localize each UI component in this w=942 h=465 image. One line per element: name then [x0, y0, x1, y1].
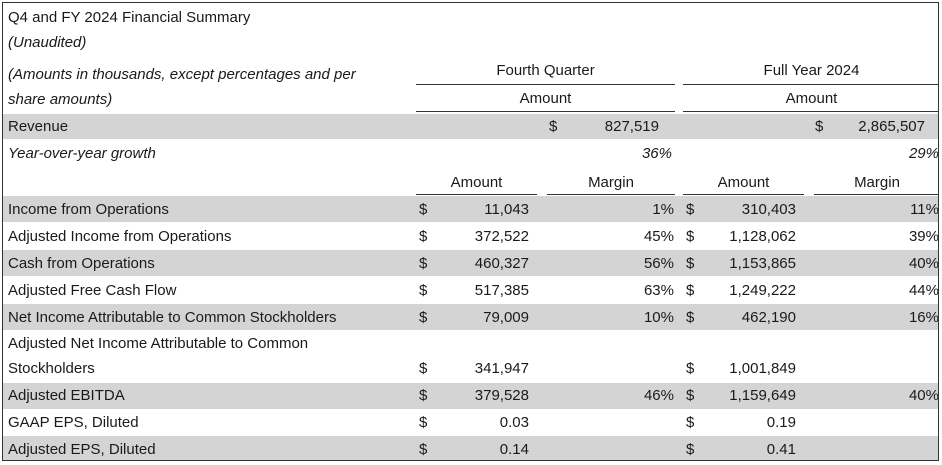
row-fy-margin: 40%	[908, 255, 939, 272]
row-fy-currency: $	[686, 228, 695, 245]
row-band-adj-ebitda	[3, 383, 938, 409]
rule-fy-amount	[683, 111, 938, 112]
revenue-fy-currency: $	[815, 118, 824, 135]
row-fy-margin: 11%	[910, 201, 939, 218]
row-q4-amount: 372,522	[474, 228, 529, 245]
row-fy-amount: 310,403	[741, 201, 796, 218]
row-fy-amount: 462,190	[741, 309, 796, 326]
row-label-gaap-eps: GAAP EPS, Diluted	[8, 414, 139, 431]
row-fy-currency: $	[686, 441, 695, 458]
row-band-net-income	[3, 304, 938, 330]
row-label-adj-net-income-line1: Adjusted Net Income Attributable to Comm…	[8, 335, 309, 352]
row-label-income-ops: Income from Operations	[8, 201, 169, 218]
header-q4-amount: Amount	[519, 90, 572, 107]
row-label-cash-ops: Cash from Operations	[8, 255, 155, 272]
row-fy-amount: 1,159,649	[729, 387, 796, 404]
row-fy-amount: 1,128,062	[729, 228, 796, 245]
row-label-net-income: Net Income Attributable to Common Stockh…	[8, 309, 337, 326]
header-fy-amount: Amount	[785, 90, 838, 107]
row-fy-currency: $	[686, 387, 695, 404]
row-fy-currency: $	[686, 201, 695, 218]
row-fy-amount: 0.41	[766, 441, 796, 458]
row-fy-currency: $	[686, 255, 695, 272]
row-q4-currency: $	[419, 441, 428, 458]
row-q4-amount: 460,327	[474, 255, 529, 272]
revenue-q4-value: 827,519	[604, 118, 659, 135]
row-fy-amount: 1,249,222	[729, 282, 796, 299]
amounts-note-line1: (Amounts in thousands, except percentage…	[8, 66, 356, 83]
row-fy-margin: 40%	[908, 387, 939, 404]
row-label-adj-ebitda: Adjusted EBITDA	[8, 387, 125, 404]
revenue-band	[3, 114, 938, 139]
rule-fy-amount-sub	[683, 194, 804, 195]
growth-q4-value: 36%	[641, 145, 672, 162]
row-q4-amount: 0.14	[499, 441, 529, 458]
subheader-q4-margin: Margin	[588, 174, 634, 191]
row-fy-margin: 16%	[908, 309, 939, 326]
row-q4-currency: $	[419, 255, 428, 272]
row-q4-margin: 45%	[643, 228, 674, 245]
row-label-adj-net-income-line2: Stockholders	[8, 360, 95, 377]
revenue-q4-currency: $	[549, 118, 558, 135]
rule-q4-amount	[416, 111, 675, 112]
row-fy-currency: $	[686, 414, 695, 431]
row-q4-amount: 517,385	[474, 282, 529, 299]
row-q4-currency: $	[419, 360, 428, 377]
row-label-adj-fcf: Adjusted Free Cash Flow	[8, 282, 177, 299]
rule-fourth-quarter	[416, 84, 675, 85]
row-fy-margin: 44%	[908, 282, 939, 299]
row-q4-currency: $	[419, 228, 428, 245]
rule-q4-amount-sub	[416, 194, 537, 195]
table-subtitle: (Unaudited)	[8, 34, 87, 51]
row-q4-currency: $	[419, 201, 428, 218]
subheader-fy-amount: Amount	[717, 174, 770, 191]
rule-fy-margin-sub	[814, 194, 938, 195]
row-band-adj-eps	[3, 436, 938, 460]
table-title: Q4 and FY 2024 Financial Summary	[8, 9, 251, 26]
growth-label: Year-over-year growth	[8, 145, 156, 162]
header-fourth-quarter: Fourth Quarter	[496, 62, 595, 79]
revenue-label: Revenue	[8, 118, 69, 135]
growth-fy-value: 29%	[908, 145, 939, 162]
row-q4-amount: 79,009	[483, 309, 529, 326]
row-q4-currency: $	[419, 309, 428, 326]
row-q4-amount: 341,947	[474, 360, 529, 377]
row-q4-margin: 63%	[643, 282, 674, 299]
row-fy-currency: $	[686, 282, 695, 299]
row-q4-currency: $	[419, 282, 428, 299]
row-band-income-ops	[3, 196, 938, 222]
row-fy-amount: 0.19	[766, 414, 796, 431]
row-q4-margin: 56%	[643, 255, 674, 272]
row-label-adj-income-ops: Adjusted Income from Operations	[8, 228, 232, 245]
row-q4-margin: 10%	[643, 309, 674, 326]
row-fy-amount: 1,001,849	[729, 360, 796, 377]
row-q4-currency: $	[419, 387, 428, 404]
row-fy-amount: 1,153,865	[729, 255, 796, 272]
row-label-adj-eps: Adjusted EPS, Diluted	[8, 441, 156, 458]
row-q4-margin: 46%	[643, 387, 674, 404]
row-q4-currency: $	[419, 414, 428, 431]
revenue-fy-value: 2,865,507	[858, 118, 925, 135]
row-q4-amount: 11,043	[484, 201, 529, 218]
subheader-fy-margin: Margin	[854, 174, 900, 191]
row-fy-margin: 39%	[908, 228, 939, 245]
row-fy-currency: $	[686, 309, 695, 326]
row-q4-amount: 379,528	[474, 387, 529, 404]
row-q4-margin: 1%	[652, 201, 674, 218]
row-fy-currency: $	[686, 360, 695, 377]
amounts-note-line2: share amounts)	[8, 91, 113, 108]
row-band-cash-ops	[3, 250, 938, 276]
rule-full-year	[683, 84, 938, 85]
rule-q4-margin-sub	[547, 194, 675, 195]
subheader-q4-amount: Amount	[450, 174, 503, 191]
row-q4-amount: 0.03	[499, 414, 529, 431]
header-full-year: Full Year 2024	[763, 62, 860, 79]
